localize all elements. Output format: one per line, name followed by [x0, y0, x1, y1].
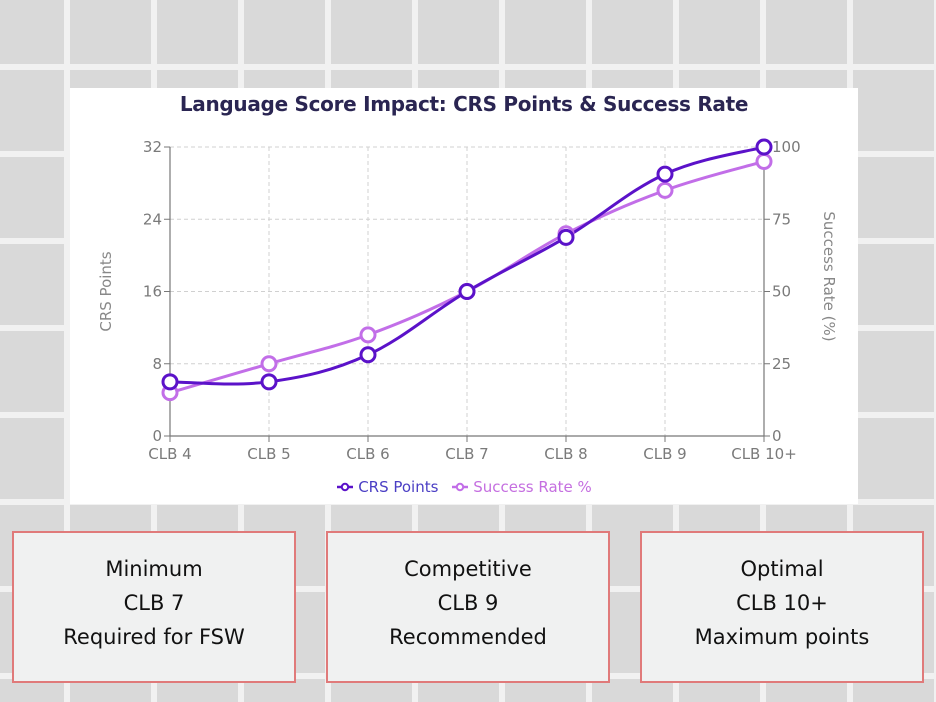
- x-tick-label: CLB 6: [346, 445, 389, 463]
- x-tick-label: CLB 7: [445, 445, 488, 463]
- line-chart: 0 8 16 24 32 0 25 50 75 100 CLB 4 CLB 5 CLB 6 CLB 7 CL…: [97, 138, 838, 463]
- left-tick-label: 24: [143, 210, 162, 228]
- success-rate-legend-marker-icon: [452, 482, 469, 492]
- left-tick-label: 8: [152, 355, 162, 373]
- card-level: CLB 9: [437, 591, 499, 615]
- left-tick-label: 0: [152, 427, 162, 445]
- data-point-success-rate[interactable]: [656, 181, 674, 199]
- info-card-minimum: Minimum CLB 7 Required for FSW: [12, 531, 296, 683]
- card-heading: Optimal: [740, 557, 824, 581]
- card-level: CLB 7: [123, 591, 185, 615]
- right-tick-label: 25: [772, 355, 791, 373]
- data-point-success-rate[interactable]: [260, 355, 278, 373]
- data-point-crs-points[interactable]: [755, 138, 773, 156]
- data-point-crs-points[interactable]: [458, 283, 476, 300]
- data-point-success-rate[interactable]: [755, 152, 773, 170]
- legend-label-success-rate: Success Rate %: [473, 478, 592, 496]
- card-note: Recommended: [389, 625, 547, 649]
- right-tick-label: 100: [772, 138, 801, 156]
- x-tick-label: CLB 4: [148, 445, 191, 463]
- left-axis-title: CRS Points: [97, 251, 115, 331]
- x-tick-label: CLB 10+: [731, 445, 797, 463]
- x-tick-label: CLB 5: [247, 445, 290, 463]
- card-level: CLB 10+: [736, 591, 828, 615]
- card-heading: Competitive: [404, 557, 532, 581]
- data-point-crs-points[interactable]: [161, 373, 179, 391]
- info-card-competitive: Competitive CLB 9 Recommended: [326, 531, 610, 683]
- data-point-success-rate[interactable]: [359, 326, 377, 344]
- crs-points-legend-marker-icon: [337, 482, 354, 492]
- legend-item-crs-points[interactable]: CRS Points: [336, 478, 438, 496]
- info-card-optimal: Optimal CLB 10+ Maximum points: [640, 531, 924, 683]
- left-tick-label: 16: [143, 283, 162, 301]
- right-tick-label: 0: [772, 427, 782, 445]
- chart-title: Language Score Impact: CRS Points & Succ…: [179, 92, 749, 116]
- right-tick-label: 50: [772, 283, 791, 301]
- card-note: Required for FSW: [63, 625, 245, 649]
- legend-label-crs-points: CRS Points: [358, 478, 439, 496]
- right-tick-label: 75: [772, 210, 791, 228]
- left-tick-label: 32: [143, 138, 162, 156]
- card-note: Maximum points: [694, 625, 870, 649]
- data-point-crs-points[interactable]: [359, 346, 377, 364]
- card-heading: Minimum: [105, 557, 203, 581]
- legend-item-success-rate[interactable]: Success Rate %: [451, 478, 592, 496]
- x-tick-label: CLB 9: [643, 445, 686, 463]
- chart-card: Language Score Impact: CRS Points & Succ…: [70, 88, 858, 504]
- data-point-crs-points[interactable]: [557, 228, 575, 246]
- chart-legend: CRS Points Success Rate %: [70, 478, 858, 496]
- x-tick-label: CLB 8: [544, 445, 587, 463]
- right-axis-title: Success Rate (%): [820, 211, 838, 341]
- data-point-crs-points[interactable]: [656, 165, 674, 183]
- data-point-crs-points[interactable]: [260, 373, 278, 391]
